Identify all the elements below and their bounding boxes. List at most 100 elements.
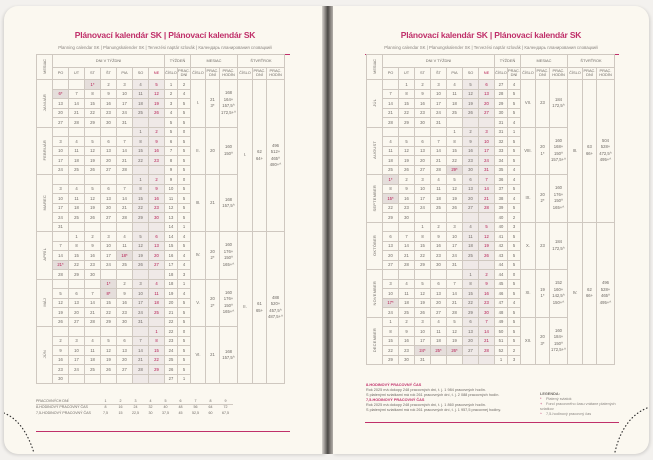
week-row: 3 4 5 6 7 8 9 45 5 <box>367 278 615 289</box>
value: 165+^ <box>552 204 565 210</box>
legend-text: 7,5-hodinový pracovný čas <box>546 412 592 416</box>
week-row: 6* 7 8 9 10 11 12 2 4 <box>37 88 285 99</box>
page-subtitle: Planning calendar SK | Planungskalender … <box>384 45 598 50</box>
week-number: 48 <box>494 307 508 318</box>
day-cell: 5 <box>84 136 101 147</box>
day-cell: 28 <box>382 117 399 128</box>
value: 495+^ <box>599 299 612 305</box>
value: 2* <box>540 198 545 204</box>
day-cell: 9 <box>52 345 69 356</box>
day-cell: 26* <box>446 345 463 356</box>
week-working-days: 5 <box>507 155 521 166</box>
week-number: 50 <box>494 326 508 337</box>
week-working-days: 5 <box>507 98 521 109</box>
day-cell: 2 <box>148 174 165 185</box>
quarter-number: IV. <box>567 221 583 365</box>
week-row: 21 22 23 24 25 26 27 30 5 <box>367 107 615 118</box>
week-number: 20 <box>164 297 178 308</box>
day-cell: 24 <box>430 107 447 118</box>
day-cell: 21 <box>68 107 85 118</box>
month-working-hours: 152 160+ 142,5^ 150+^ <box>549 269 568 318</box>
day-cell: 16 <box>430 240 447 251</box>
day-cell <box>84 221 101 232</box>
day-cell: 23 <box>430 250 447 261</box>
summary-value: 56 <box>193 405 198 410</box>
week-number: 30 <box>494 107 508 118</box>
week-working-days: 5 <box>507 136 521 147</box>
week-number: 34 <box>494 155 508 166</box>
day-cell: 30 <box>52 373 69 384</box>
day-cell <box>52 174 69 185</box>
week-working-days: 4 <box>507 117 521 128</box>
week-working-days: 5 <box>177 183 191 194</box>
day-cell: 14 <box>68 98 85 109</box>
page-subtitle: Planning calendar SK | Planungskalender … <box>58 45 272 50</box>
month-number: IX. <box>520 174 536 223</box>
day-cell: 2 <box>398 316 415 327</box>
value: 176+ <box>223 296 234 302</box>
day-cell: 22 <box>132 202 149 213</box>
day-cell: 1 <box>68 231 85 242</box>
value: 176+ <box>223 248 234 254</box>
day-cell: 4 <box>148 278 165 289</box>
week-row: 31 14 1 <box>37 221 285 232</box>
week-row: 29 30 31 1 3 <box>367 354 615 365</box>
week-number: 7 <box>164 145 178 156</box>
day-cell: 22 <box>382 345 399 356</box>
header-tyzden: TÝŽDEŇ <box>494 54 521 68</box>
value: 20 <box>210 248 215 254</box>
day-cell <box>478 259 495 270</box>
header-subcolumn: ČÍSLO <box>567 66 583 80</box>
day-cell: 11 <box>148 288 165 299</box>
day-cell: 1* <box>100 278 117 289</box>
day-cell: 4 <box>446 79 463 90</box>
week-number: 2 <box>164 88 178 99</box>
day-cell: 20 <box>100 202 117 213</box>
day-cell: 7 <box>446 278 463 289</box>
day-cell: 6 <box>462 174 479 185</box>
value: 150^ <box>224 150 233 156</box>
day-cell: 10 <box>68 345 85 356</box>
day-cell: 29 <box>148 364 165 375</box>
day-cell: 27 <box>148 259 165 270</box>
header-subcolumn: PRAC. HODÍN <box>549 66 568 80</box>
day-cell: 29 <box>132 212 149 223</box>
week-number: 40 <box>494 212 508 223</box>
day-cell: 14 <box>430 145 447 156</box>
day-cell: 28 <box>116 212 133 223</box>
day-cell: 9 <box>398 326 415 337</box>
day-cell: 1 <box>462 269 479 280</box>
header-subcolumn: PRAC. DNÍ <box>507 66 521 80</box>
day-cell: 8 <box>414 231 431 242</box>
day-cell <box>148 269 165 280</box>
value: 496 <box>272 142 279 148</box>
day-cell: 18 <box>68 155 85 166</box>
day-cell: 20 <box>382 250 399 261</box>
day-cell <box>430 354 447 365</box>
week-number: 1 <box>494 354 508 365</box>
day-cell: 26 <box>84 164 101 175</box>
week-working-days: 4 <box>177 88 191 99</box>
week-row: OKTÓBER 1 2 3 4 5 40 3 X. 23 184 172,5^ IV. 62 66+ 496 5… <box>366 221 615 365</box>
day-cell <box>52 79 69 90</box>
month-label: JANUÁR <box>42 94 47 112</box>
day-cell <box>116 269 133 280</box>
header-subcolumn: ČÍSLO <box>520 66 536 80</box>
day-cell: 6 <box>148 231 165 242</box>
day-cell: 5 <box>148 79 165 90</box>
day-cell: 19 <box>462 98 479 109</box>
value: 142,5^ <box>552 293 565 299</box>
week-working-days: 4 <box>507 297 521 308</box>
day-cell: 19 <box>100 354 117 365</box>
day-cell: 13 <box>68 297 85 308</box>
day-cell: 9 <box>100 88 117 99</box>
week-number: 41 <box>494 231 508 242</box>
value: 184 <box>555 239 562 245</box>
day-cell: 11 <box>430 183 447 194</box>
day-cell: 13 <box>382 240 399 251</box>
header-day: ŠT <box>430 66 447 80</box>
week-number: 25 <box>164 354 178 365</box>
header-day: NE <box>478 66 495 80</box>
day-cell: 20 <box>100 155 117 166</box>
day-cell: 19 <box>446 193 463 204</box>
